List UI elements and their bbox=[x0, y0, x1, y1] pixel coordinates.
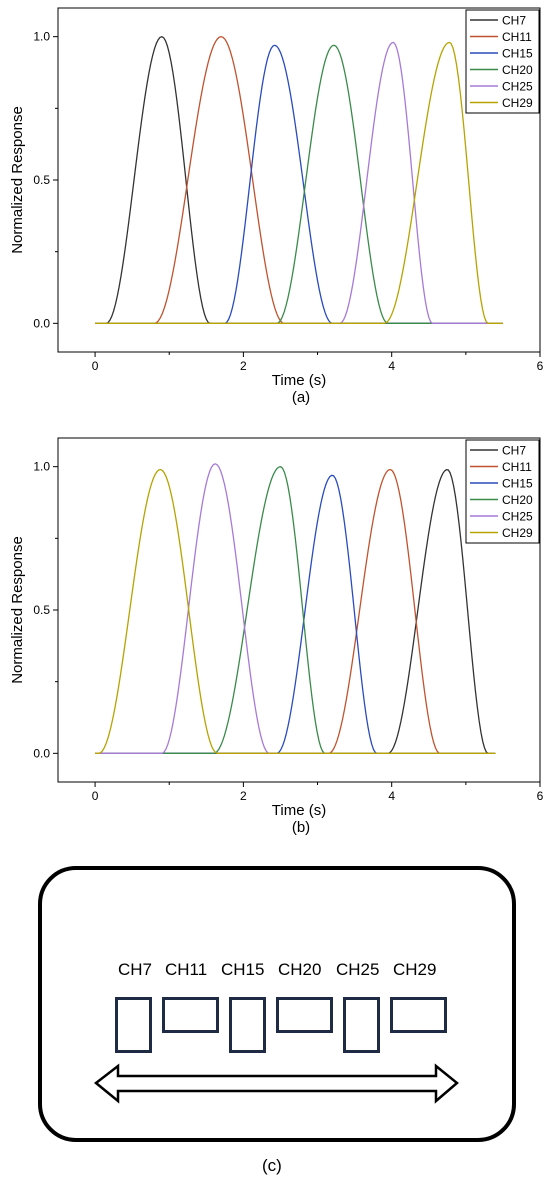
series-line-ch25 bbox=[95, 41, 503, 324]
double-arrow bbox=[93, 1063, 459, 1104]
chart-panel-b: 0 2 4 6 0.0 0.5 1.0 Time (s) Normalized Response… bbox=[0, 430, 550, 850]
y-tick-label: 0.0 bbox=[33, 746, 50, 760]
chart-b-svg: 0 2 4 6 0.0 0.5 1.0 Time (s) Normalized Response… bbox=[9, 437, 544, 836]
series-line-ch29 bbox=[95, 41, 503, 324]
x-tick-label: 0 bbox=[92, 789, 99, 803]
channel-box-ch15 bbox=[229, 997, 266, 1053]
channel-box-ch11 bbox=[162, 997, 219, 1033]
channel-label-ch7: CH7 bbox=[118, 960, 153, 979]
series-line-ch25 bbox=[95, 463, 496, 754]
channel-label-ch11: CH11 bbox=[165, 960, 208, 979]
x-tick-label: 4 bbox=[388, 359, 395, 373]
x-tick-label: 2 bbox=[240, 359, 247, 373]
channel-box-ch25 bbox=[343, 997, 380, 1053]
channel-box-ch29 bbox=[390, 997, 447, 1033]
y-tick-label: 0.0 bbox=[33, 316, 50, 330]
legend-entry: CH7 bbox=[502, 14, 526, 28]
panel-label: (b) bbox=[292, 819, 310, 836]
diagram-frame bbox=[38, 866, 516, 1142]
channel-label-ch20: CH20 bbox=[278, 960, 322, 979]
y-axis-label: Normalized Response bbox=[9, 106, 26, 254]
channel-label-ch15: CH15 bbox=[221, 960, 265, 979]
series-line-ch15 bbox=[95, 474, 496, 754]
x-tick-label: 6 bbox=[537, 359, 544, 373]
series-line-ch7 bbox=[95, 469, 496, 754]
chart-panel-a: 0 2 4 6 0.0 0.5 1.0 Time (s) Normalized Response… bbox=[0, 0, 550, 420]
y-tick-label: 1.0 bbox=[33, 30, 50, 44]
x-tick-label: 4 bbox=[388, 789, 395, 803]
y-axis-label: Normalized Response bbox=[9, 536, 26, 684]
legend-entry: CH20 bbox=[502, 63, 533, 77]
legend-entry: CH25 bbox=[502, 510, 533, 524]
series-line-ch20 bbox=[95, 44, 503, 324]
series-line-ch20 bbox=[95, 465, 496, 754]
legend-entry: CH15 bbox=[502, 47, 533, 61]
legend-entry: CH15 bbox=[502, 477, 533, 491]
x-tick-label: 2 bbox=[240, 789, 247, 803]
x-tick-label: 0 bbox=[92, 359, 99, 373]
legend-entry: CH25 bbox=[502, 80, 533, 94]
x-axis-label: Time (s) bbox=[272, 372, 326, 389]
legend-entry: CH11 bbox=[502, 460, 532, 474]
series-line-ch29 bbox=[95, 468, 496, 754]
series-line-ch7 bbox=[95, 35, 503, 324]
series-line-ch11 bbox=[95, 468, 496, 754]
legend-box bbox=[465, 9, 540, 114]
x-axis-label: Time (s) bbox=[272, 802, 326, 819]
diagram-panel-c: CH7 CH11 CH15 CH20 CH25 CH29 (c) bbox=[0, 860, 550, 1181]
legend-entry: CH29 bbox=[502, 96, 533, 110]
series-line-ch15 bbox=[95, 44, 503, 324]
chart-a-svg: 0 2 4 6 0.0 0.5 1.0 Time (s) Normalized Response… bbox=[9, 7, 544, 406]
legend-box bbox=[465, 439, 540, 544]
legend-entry: CH29 bbox=[502, 526, 533, 540]
channel-label-ch25: CH25 bbox=[336, 960, 380, 979]
channel-box-ch7 bbox=[115, 997, 152, 1053]
legend-entry: CH11 bbox=[502, 30, 532, 44]
panel-label: (a) bbox=[292, 389, 310, 406]
legend-entry: CH7 bbox=[502, 444, 526, 458]
y-tick-label: 1.0 bbox=[33, 460, 50, 474]
channel-box-ch20 bbox=[276, 997, 333, 1033]
y-tick-label: 0.5 bbox=[33, 173, 50, 187]
panel-label-c: (c) bbox=[262, 1156, 282, 1175]
x-tick-label: 6 bbox=[537, 789, 544, 803]
rounded-frame bbox=[38, 866, 516, 1142]
y-tick-label: 0.5 bbox=[33, 603, 50, 617]
legend-entry: CH20 bbox=[502, 493, 533, 507]
channel-label-ch29: CH29 bbox=[393, 960, 437, 979]
series-line-ch11 bbox=[95, 35, 503, 324]
